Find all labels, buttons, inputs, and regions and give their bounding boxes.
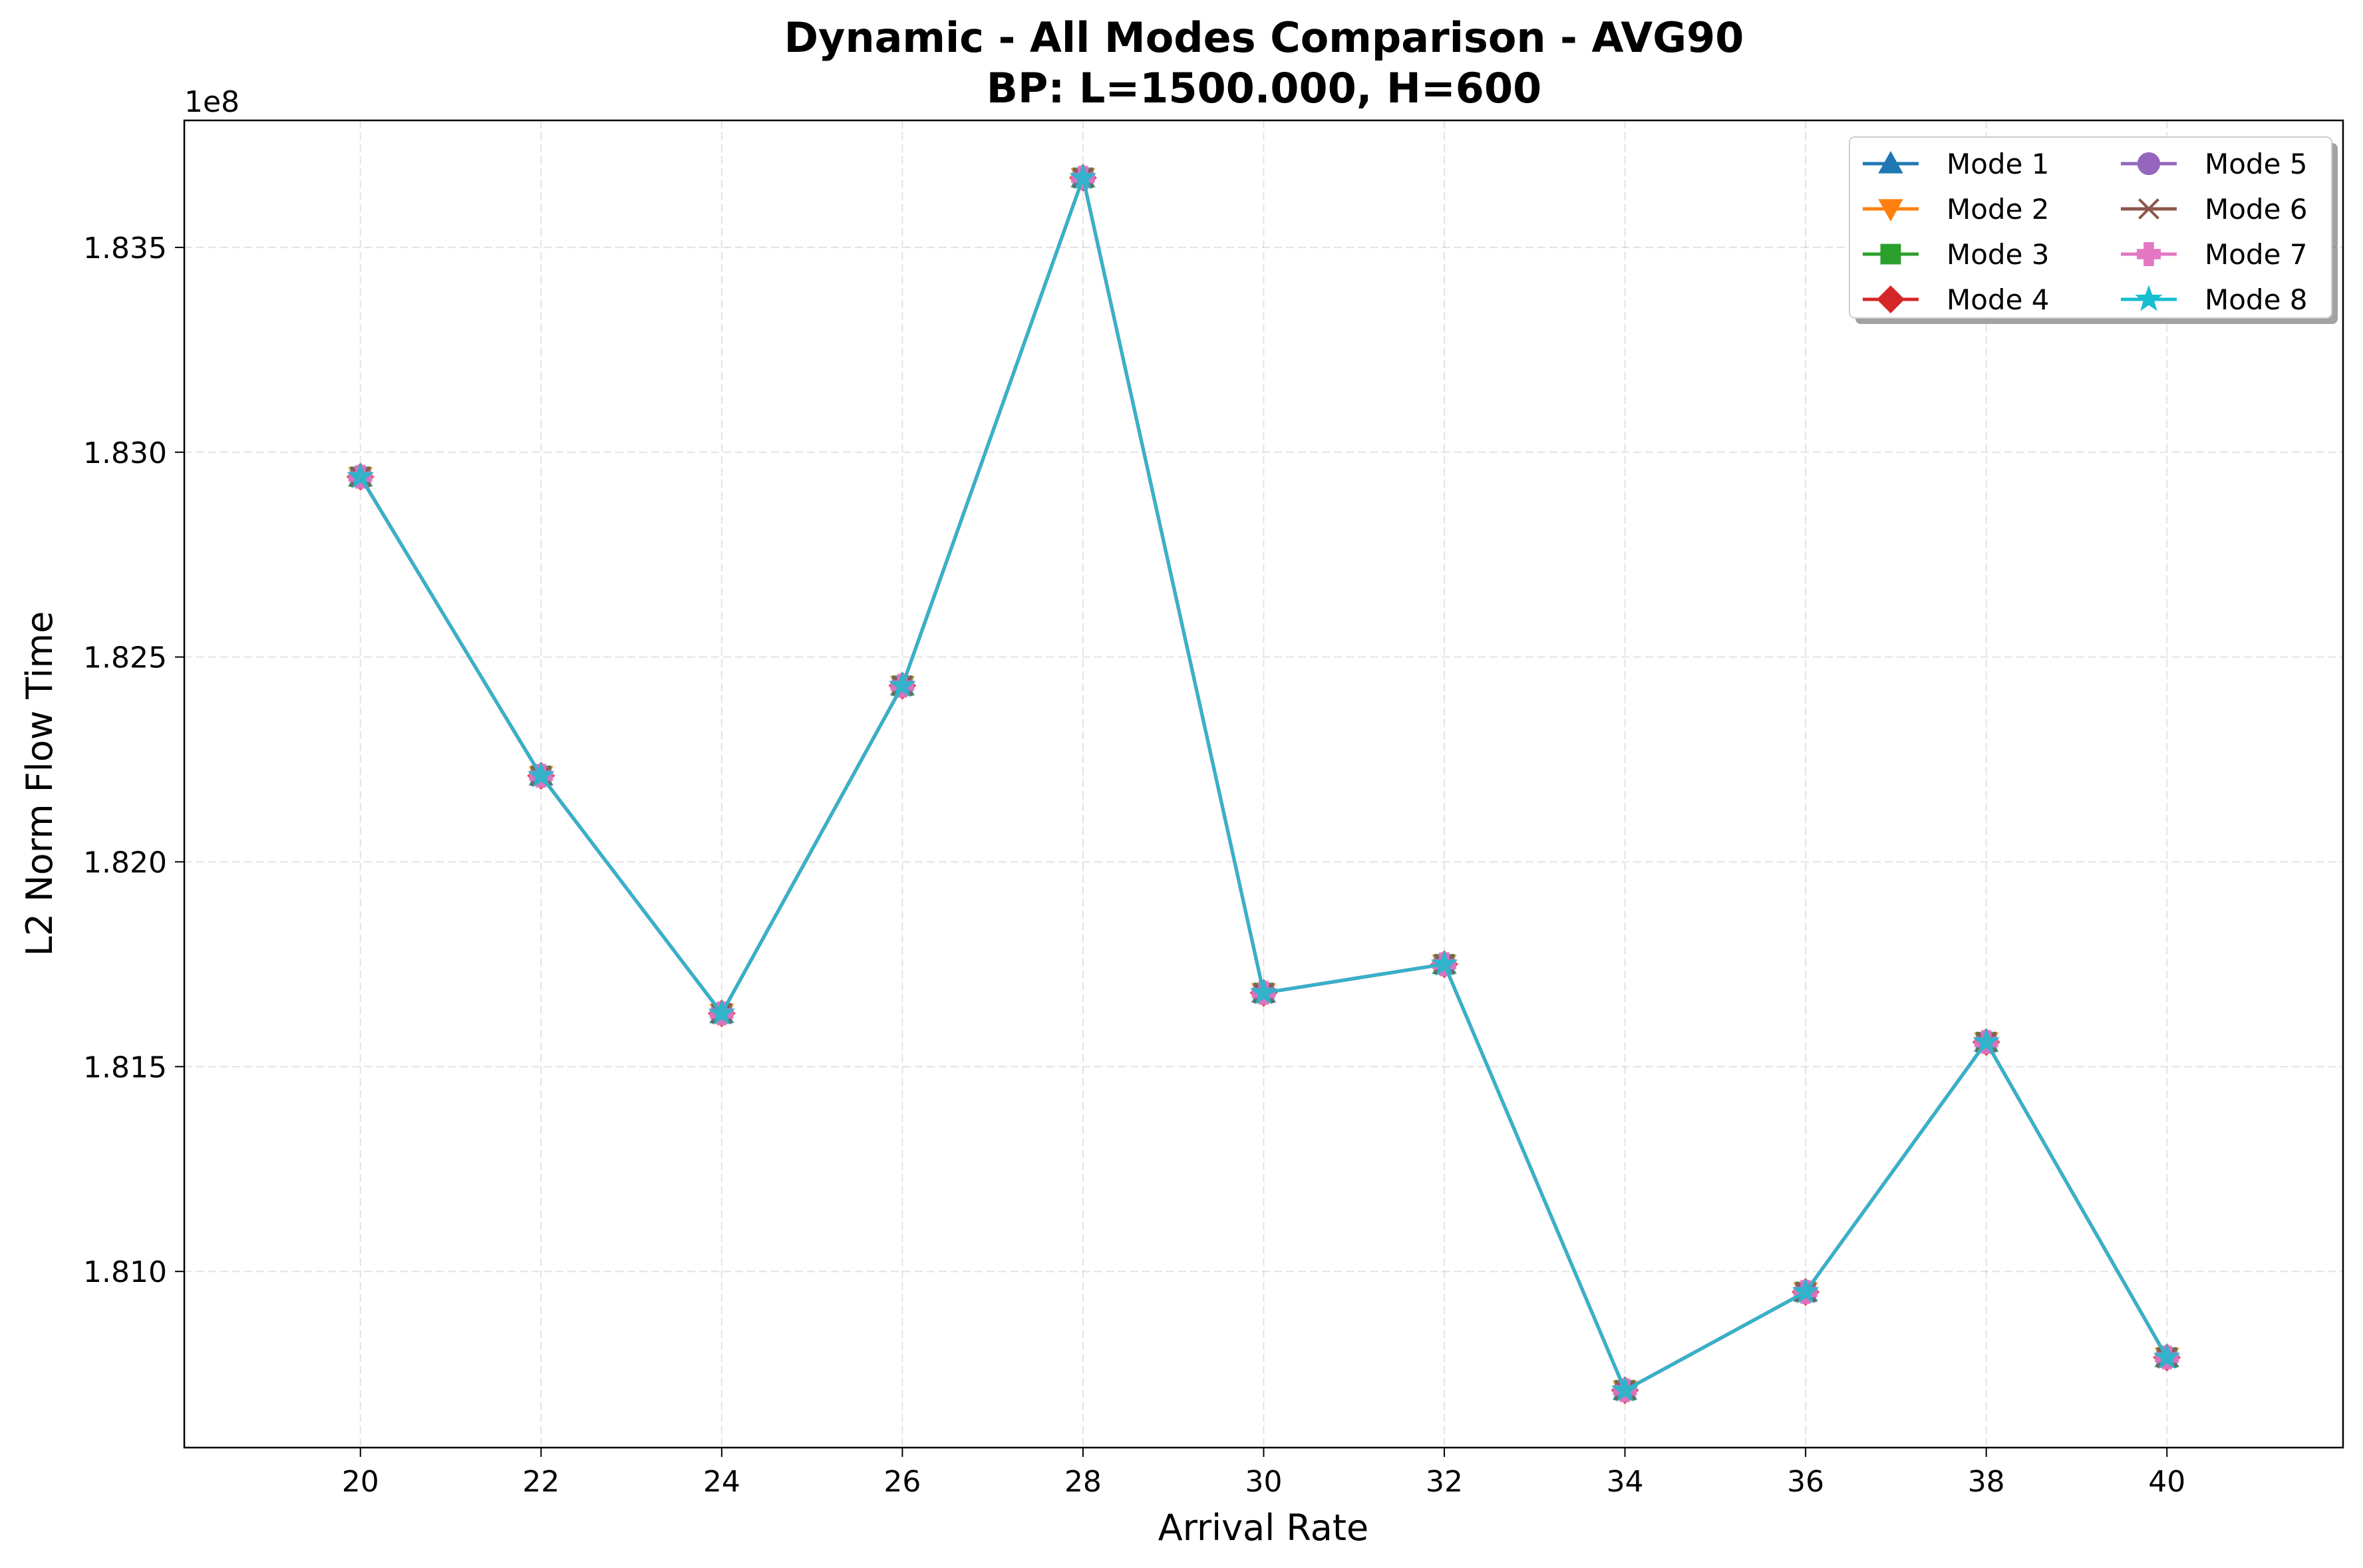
legend-entry: Mode 8 xyxy=(2121,283,2308,316)
legend-label: Mode 2 xyxy=(1947,193,2050,226)
legend-label: Mode 7 xyxy=(2205,238,2308,271)
legend-label: Mode 8 xyxy=(2205,283,2308,316)
legend-marker xyxy=(2138,198,2159,220)
data-point xyxy=(1249,978,1278,1005)
legend-box xyxy=(1849,136,2332,319)
legend: Mode 1 Mode 2 Mode 3 Mode 4 Mode 5 Mode 6 Mode… xyxy=(1849,136,2338,324)
data-point xyxy=(1069,163,1097,190)
x-tick-label: 28 xyxy=(1064,1465,1102,1499)
data-point xyxy=(1792,1277,1819,1304)
series-8 xyxy=(347,163,2181,1402)
data-point xyxy=(1972,1027,2000,1054)
x-tick-label: 30 xyxy=(1245,1465,1283,1499)
y-tick-label: 1.820 xyxy=(83,846,167,879)
x-tick-label: 34 xyxy=(1607,1465,1644,1499)
legend-entry: Mode 6 xyxy=(2121,193,2308,226)
data-point xyxy=(527,761,555,788)
legend-entry: Mode 2 xyxy=(1863,193,2050,226)
chart-title: Dynamic - All Modes Comparison - AVG90 xyxy=(784,13,1744,62)
x-axis-label: Arrival Rate xyxy=(1158,1507,1368,1549)
legend-marker xyxy=(1878,199,1903,222)
legend-entry: Mode 3 xyxy=(1863,238,2050,271)
data-point xyxy=(708,999,736,1025)
data-point xyxy=(2153,1342,2181,1370)
legend-label: Mode 6 xyxy=(2205,193,2308,226)
data-point xyxy=(347,462,375,489)
y-tick-label: 1.835 xyxy=(83,232,167,265)
legend-marker xyxy=(2137,152,2161,176)
legend-label: Mode 5 xyxy=(2205,148,2308,180)
chart-subtitle: BP: L=1500.000, H=600 xyxy=(987,64,1541,112)
y-tick-label: 1.825 xyxy=(83,641,167,675)
x-tick-label: 32 xyxy=(1426,1465,1463,1499)
x-tick-label: 38 xyxy=(1968,1465,2005,1499)
y-tick-label: 1.830 xyxy=(83,436,167,470)
y-offset-label: 1e8 xyxy=(184,85,239,119)
legend-marker xyxy=(2135,285,2163,311)
x-tick-label: 26 xyxy=(883,1465,921,1499)
data-point xyxy=(1611,1376,1639,1402)
legend-marker xyxy=(1877,285,1905,313)
y-tick-label: 1.810 xyxy=(83,1255,167,1289)
legend-label: Mode 3 xyxy=(1947,238,2050,271)
data-point xyxy=(1430,949,1458,977)
legend-label: Mode 4 xyxy=(1947,283,2050,316)
axis-ticks: 20 22 24 26 28 30 32 34 36 38 40 1.810 1.815 1.820 1.8… xyxy=(83,232,2185,1499)
legend-entry: Mode 7 xyxy=(2121,238,2308,271)
legend-marker xyxy=(2137,242,2161,266)
legend-entry: Mode 4 xyxy=(1863,283,2050,316)
legend-marker xyxy=(1880,243,1901,265)
x-tick-label: 40 xyxy=(2148,1465,2185,1499)
x-tick-label: 20 xyxy=(342,1465,379,1499)
x-tick-label: 36 xyxy=(1787,1465,1824,1499)
x-tick-label: 24 xyxy=(703,1465,740,1499)
series-group xyxy=(346,163,2181,1404)
legend-marker xyxy=(1878,150,1903,174)
y-axis-label: L2 Norm Flow Time xyxy=(19,611,61,957)
legend-entry: Mode 5 xyxy=(2121,148,2308,180)
data-point xyxy=(888,671,916,698)
y-tick-label: 1.815 xyxy=(83,1050,167,1084)
legend-label: Mode 1 xyxy=(1947,148,2050,180)
x-tick-label: 22 xyxy=(522,1465,559,1499)
legend-entry: Mode 1 xyxy=(1863,148,2050,180)
grid xyxy=(184,120,2343,1448)
